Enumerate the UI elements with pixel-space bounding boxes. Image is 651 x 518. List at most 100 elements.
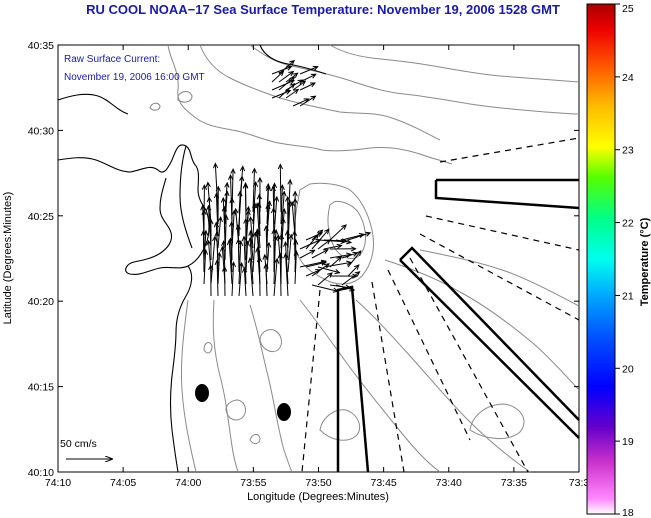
current-vector <box>202 248 209 285</box>
annotation-line-2: November 19, 2006 16:00 GMT <box>64 72 205 83</box>
current-vector <box>238 261 244 297</box>
current-vector <box>221 205 227 249</box>
current-vector <box>285 195 291 237</box>
annotation-line-1: Raw Surface Current: <box>64 54 160 65</box>
x-tick-label: 73:55 <box>240 477 266 489</box>
current-vector <box>347 264 360 277</box>
colorbar-tick-label: 20 <box>622 363 634 375</box>
current-vector <box>277 252 283 297</box>
current-vector <box>283 240 289 285</box>
colorbar-tick-label: 23 <box>622 145 634 157</box>
x-tick-label: 73:45 <box>370 477 396 489</box>
current-vector <box>293 238 299 273</box>
x-tick-label: 73:3 <box>569 477 590 489</box>
y-tick-label: 40:25 <box>28 211 54 223</box>
current-vector <box>241 266 248 297</box>
y-tick-label: 40:30 <box>28 125 54 137</box>
colorbar-tick-label: 18 <box>622 507 634 518</box>
current-vector <box>305 260 327 268</box>
current-vector <box>335 239 353 245</box>
current-vector <box>216 251 222 285</box>
x-tick-label: 73:35 <box>501 477 527 489</box>
y-tick-label: 40:35 <box>28 40 54 52</box>
current-vector <box>317 266 341 275</box>
current-vector <box>311 229 324 241</box>
current-vector <box>329 246 357 252</box>
current-vector <box>224 190 230 225</box>
current-vector <box>214 259 220 297</box>
x-tick-label: 74:05 <box>110 477 136 489</box>
current-vector <box>248 229 254 261</box>
current-vector <box>256 256 263 297</box>
current-vector <box>287 233 294 273</box>
surface-current-vectors <box>200 59 372 297</box>
current-vector <box>241 235 247 285</box>
current-vector <box>251 167 257 213</box>
current-vector <box>215 185 221 225</box>
current-vector <box>279 184 285 225</box>
current-vector <box>252 231 258 273</box>
current-vector <box>278 70 295 83</box>
buoy-marker <box>195 384 209 402</box>
current-vector <box>213 192 220 237</box>
current-vector <box>283 252 289 297</box>
current-vector <box>347 231 372 241</box>
current-vector <box>242 181 249 225</box>
current-vector <box>323 243 343 250</box>
colorbar-tick-label: 25 <box>622 3 634 15</box>
current-vector <box>265 203 271 249</box>
current-vector <box>299 73 317 83</box>
current-vector <box>311 249 329 259</box>
colorbar-tick-label: 24 <box>622 72 634 84</box>
y-axis-label: Latitude (Degrees:Minutes) <box>2 192 14 325</box>
current-vector <box>200 229 207 273</box>
current-vector <box>311 284 339 293</box>
current-vector <box>271 228 277 273</box>
current-vector <box>341 271 361 286</box>
current-vector <box>244 240 250 273</box>
y-ticks: 40:35 40:30 40:25 40:20 40:15 40:10 <box>28 40 579 479</box>
current-vector <box>329 256 343 268</box>
current-vector <box>214 230 220 273</box>
current-vector <box>230 261 237 297</box>
current-vector <box>341 232 366 241</box>
current-vector <box>347 250 362 268</box>
current-vector <box>292 80 307 91</box>
map-title: RU COOL NOAA−17 Sea Surface Temperature:… <box>86 2 560 17</box>
current-vector <box>263 262 269 297</box>
current-vector <box>335 284 356 292</box>
current-vector <box>212 162 219 213</box>
current-vector <box>237 240 244 285</box>
current-vector <box>299 82 316 91</box>
colorbar <box>586 3 616 515</box>
shipping-channels <box>301 137 580 473</box>
current-vector <box>245 209 251 249</box>
current-vector <box>208 218 214 261</box>
current-vector <box>299 65 319 75</box>
colorbar-tick-label: 22 <box>622 218 634 230</box>
current-vector <box>252 181 259 225</box>
current-vector <box>299 249 316 259</box>
current-vector <box>278 59 295 75</box>
y-tick-label: 40:10 <box>28 467 54 479</box>
colorbar-tick-label: 21 <box>622 290 634 302</box>
x-tick-label: 73:50 <box>305 477 331 489</box>
x-axis-label: Longitude (Degrees:Minutes) <box>247 491 389 503</box>
current-vector <box>254 202 261 249</box>
current-vector <box>237 190 243 237</box>
coastline <box>57 44 327 473</box>
current-vector <box>285 72 299 83</box>
current-vector <box>311 228 330 250</box>
current-vector <box>291 230 298 261</box>
current-vector <box>226 239 233 285</box>
current-vector <box>329 273 359 279</box>
buoy-marker <box>277 403 291 421</box>
colorbar-ticks: 25 24 23 22 21 20 19 18 <box>615 3 634 518</box>
current-vector <box>224 181 230 213</box>
current-vector <box>285 88 300 99</box>
current-vector <box>273 257 280 297</box>
current-vector <box>223 214 229 261</box>
x-tick-label: 74:10 <box>45 477 71 489</box>
current-vector <box>280 190 287 237</box>
